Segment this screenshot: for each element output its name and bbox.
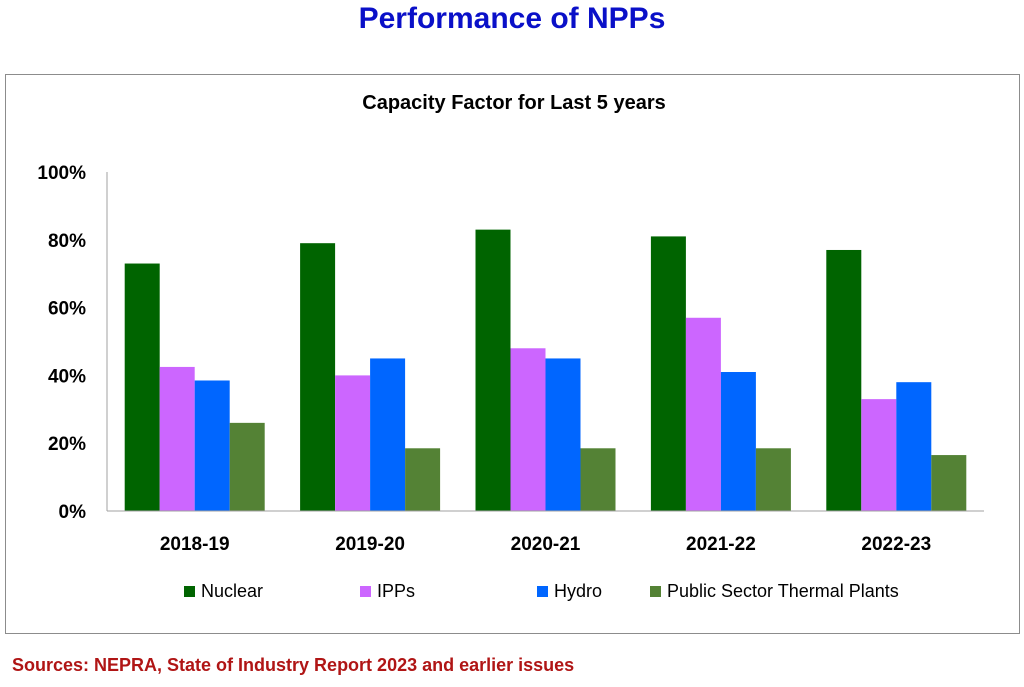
y-tick-label: 80% <box>48 231 86 252</box>
x-tick-label: 2018-19 <box>160 534 230 555</box>
bar-ipps <box>335 375 371 511</box>
legend-label: IPPs <box>377 581 415 601</box>
bar-hydro <box>370 358 406 511</box>
bar-hydro <box>545 358 581 511</box>
legend-label: Hydro <box>554 581 602 601</box>
bar-nuclear <box>475 229 511 511</box>
y-tick-label: 60% <box>48 299 86 320</box>
bar-public-sector-thermal-plants <box>755 448 791 511</box>
bar-public-sector-thermal-plants <box>405 448 441 511</box>
legend-item: Nuclear <box>184 581 263 601</box>
bar-hydro <box>194 380 230 511</box>
bar-nuclear <box>300 243 336 511</box>
bar-public-sector-thermal-plants <box>229 422 265 511</box>
y-tick-label: 40% <box>48 366 86 387</box>
page-title: Performance of NPPs <box>358 2 666 35</box>
bar-nuclear <box>650 236 686 511</box>
y-axis: 0% 20% 40% 60% 80% 100% <box>37 163 108 523</box>
y-tick-label: 20% <box>48 434 86 455</box>
legend-item: Public Sector Thermal Plants <box>650 581 899 601</box>
chart-title: Capacity Factor for Last 5 years <box>362 92 665 114</box>
x-axis: 2018-19 2019-20 2020-21 2021-22 2022-23 <box>107 510 984 555</box>
bar-hydro <box>720 372 756 511</box>
bar-ipps <box>861 399 897 511</box>
bar-hydro <box>896 382 932 511</box>
legend: Nuclear IPPs Hydro Public Sector Thermal Pl… <box>184 581 899 601</box>
bars <box>124 229 967 511</box>
bar-ipps <box>685 317 721 511</box>
legend-label: Public Sector Thermal Plants <box>667 581 899 601</box>
legend-swatch <box>184 586 195 597</box>
legend-swatch <box>537 586 548 597</box>
chart-frame: Capacity Factor for Last 5 years 0% 20% 40… <box>5 74 1020 634</box>
source-note: Sources: NEPRA, State of Industry Report… <box>12 655 575 675</box>
y-tick-label: 100% <box>37 163 86 184</box>
bar-public-sector-thermal-plants <box>580 448 616 511</box>
bar-nuclear <box>124 263 160 511</box>
x-tick-label: 2021-22 <box>686 534 756 555</box>
bar-nuclear <box>826 249 862 511</box>
bar-ipps <box>159 366 195 511</box>
legend-item: Hydro <box>537 581 602 601</box>
x-tick-label: 2022-23 <box>861 534 931 555</box>
y-tick-label: 0% <box>59 502 87 523</box>
x-tick-label: 2019-20 <box>335 534 405 555</box>
legend-label: Nuclear <box>201 581 263 601</box>
x-tick-label: 2020-21 <box>511 534 581 555</box>
bar-ipps <box>510 348 546 511</box>
bar-chart: Capacity Factor for Last 5 years 0% 20% 40… <box>37 92 984 601</box>
legend-swatch <box>650 586 661 597</box>
bar-public-sector-thermal-plants <box>931 455 967 511</box>
legend-item: IPPs <box>360 581 415 601</box>
legend-swatch <box>360 586 371 597</box>
